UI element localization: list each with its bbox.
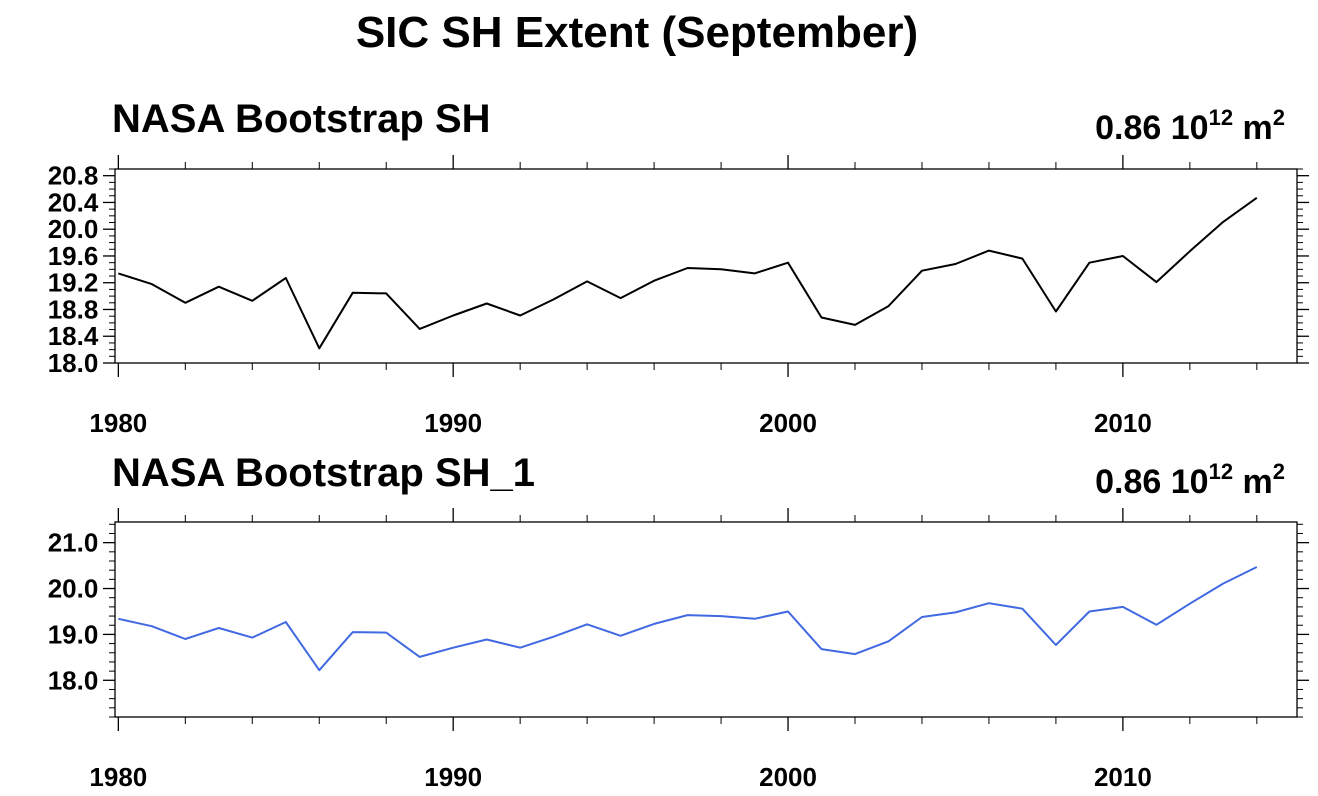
y-tick-label: 20.0 — [48, 574, 99, 604]
chart-panel-2: NASA Bootstrap SH_1 0.86 1012 m2 1980 1990 2… — [48, 451, 1309, 792]
x-tick-label: 2000 — [759, 408, 817, 438]
y-tick-label: 19.2 — [48, 268, 99, 298]
series-line-1 — [117, 196, 1258, 350]
x-tick-label: 1990 — [424, 762, 482, 792]
x-tick-label: 1980 — [89, 762, 147, 792]
x-tick-label: 1990 — [424, 408, 482, 438]
annotation-unit: m — [1233, 109, 1273, 147]
panel-title: NASA Bootstrap SH_1 — [112, 451, 535, 495]
y-tick-label: 21.0 — [48, 528, 99, 558]
y-tick-label: 18.8 — [48, 294, 99, 324]
y-tick-label: 19.0 — [48, 619, 99, 649]
x-tick-label: 2010 — [1094, 762, 1152, 792]
x-tick-label: 2010 — [1094, 408, 1152, 438]
annotation-value: 0.86 10 — [1095, 109, 1208, 147]
plot-frame — [114, 521, 1298, 718]
figure-title: SIC SH Extent (September) — [356, 8, 918, 57]
y-tick-label: 18.0 — [48, 348, 99, 378]
annotation-unit: m — [1233, 463, 1273, 501]
panel-annotation: 0.86 1012 m2 — [1095, 105, 1285, 147]
annotation-exponent: 12 — [1209, 459, 1233, 484]
annotation-unit-power: 2 — [1273, 105, 1285, 130]
y-tick-label: 19.6 — [48, 241, 99, 271]
annotation-unit-power: 2 — [1273, 459, 1285, 484]
y-tick-label: 18.4 — [48, 321, 99, 351]
annotation-value: 0.86 10 — [1095, 463, 1208, 501]
panel-annotation: 0.86 1012 m2 — [1095, 459, 1285, 501]
x-tick-label: 1980 — [89, 408, 147, 438]
panel-title: NASA Bootstrap SH — [112, 97, 491, 141]
series-line-1 — [118, 566, 1258, 672]
y-tick-label: 18.0 — [48, 665, 99, 695]
y-tick-label: 20.4 — [48, 187, 99, 217]
annotation-exponent: 12 — [1209, 105, 1233, 130]
plot-frame — [114, 168, 1298, 364]
y-tick-label: 20.8 — [48, 161, 99, 191]
x-tick-label: 2000 — [759, 762, 817, 792]
chart-panel-1: NASA Bootstrap SH 0.86 1012 m2 1980 1990 200… — [48, 97, 1309, 438]
y-tick-label: 20.0 — [48, 214, 99, 244]
